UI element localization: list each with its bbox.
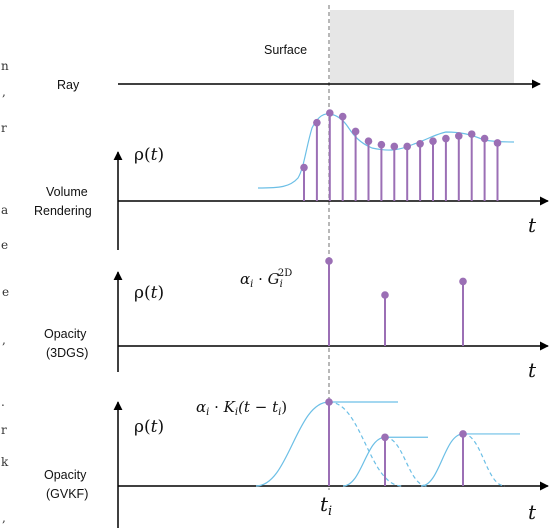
edge-glyph: a bbox=[1, 203, 8, 217]
volume-rendering-panel: ρ(t) Volume Rendering t bbox=[34, 109, 549, 250]
volume-label-line1: Volume bbox=[46, 185, 88, 199]
edge-glyph: , bbox=[2, 511, 6, 525]
volume-sample-dot bbox=[403, 142, 412, 151]
edge-glyph: e bbox=[1, 238, 8, 252]
volume-sample-dot bbox=[300, 163, 308, 172]
kernel-rise bbox=[342, 436, 386, 487]
3dgs-label-line2: (3DGS) bbox=[46, 346, 88, 360]
kernel-rise bbox=[420, 433, 464, 487]
surface-region bbox=[330, 10, 514, 83]
ti-tick-label: ti bbox=[320, 492, 332, 519]
3dgs-t-label: t bbox=[528, 358, 537, 382]
3dgs-stem-dot bbox=[325, 257, 333, 265]
opacity-3dgs-panel: ρ(t) Opacity (3DGS) t αi · Gi2D bbox=[44, 257, 549, 382]
3dgs-stem-dot bbox=[381, 291, 389, 299]
density-curve bbox=[257, 113, 515, 189]
3dgs-stem-annotation: αi · Gi2D bbox=[240, 268, 292, 290]
edge-glyph: r bbox=[1, 423, 7, 437]
kernel-fall-dashed bbox=[384, 436, 428, 487]
volume-sample-dot bbox=[493, 139, 502, 147]
volume-sample-stems bbox=[300, 109, 502, 201]
volume-sample-dot bbox=[313, 118, 321, 127]
3dgs-stem-dot bbox=[459, 277, 467, 286]
kernel-rise bbox=[255, 401, 330, 487]
left-edge-text: n , r a e e , . r k , bbox=[1, 59, 9, 525]
edge-glyph: , bbox=[2, 333, 6, 347]
volume-sample-dot bbox=[455, 132, 463, 140]
volume-sample-dot bbox=[364, 137, 373, 145]
kernel-fall-dashed bbox=[328, 401, 403, 487]
edge-glyph: . bbox=[1, 395, 5, 409]
gvkf-t-label: t bbox=[528, 500, 537, 524]
gvkf-rho-label: ρ(t) bbox=[134, 417, 164, 437]
volume-sample-dot bbox=[467, 130, 476, 138]
gvkf-label-line2: (GVKF) bbox=[46, 487, 88, 501]
gvkf-stem-dot bbox=[459, 430, 467, 438]
gvkf-stem-dot bbox=[325, 398, 333, 406]
kernel-fall-dashed bbox=[462, 433, 506, 487]
3dgs-label-line1: Opacity bbox=[44, 327, 87, 341]
surface-label: Surface bbox=[264, 43, 307, 57]
ray-label: Ray bbox=[57, 78, 80, 92]
edge-glyph: n bbox=[1, 59, 9, 73]
volume-label-line2: Rendering bbox=[34, 204, 92, 218]
volume-t-label: t bbox=[528, 213, 537, 237]
volume-sample-dot bbox=[326, 109, 334, 117]
volume-sample-dot bbox=[442, 134, 450, 143]
gvkf-stem-dot bbox=[381, 433, 389, 442]
volume-sample-dot bbox=[390, 142, 399, 151]
edge-glyph: r bbox=[1, 121, 7, 135]
volume-sample-dot bbox=[338, 112, 347, 121]
gvkf-kernel-curves bbox=[255, 401, 520, 487]
opacity-gvkf-panel: ρ(t) Opacity (GVKF) t ti αi · Ki(t − ti) bbox=[44, 398, 549, 528]
edge-glyph: e bbox=[2, 285, 9, 299]
3dgs-opacity-stems bbox=[325, 257, 467, 346]
volume-sample-dot bbox=[351, 127, 360, 136]
edge-glyph: k bbox=[1, 455, 9, 469]
edge-glyph: , bbox=[2, 85, 6, 99]
volume-sample-dot bbox=[377, 140, 386, 149]
gvkf-label-line1: Opacity bbox=[44, 468, 87, 482]
gvkf-kernel-annotation: αi · Ki(t − ti) bbox=[196, 398, 287, 418]
volume-sample-dot bbox=[480, 134, 489, 143]
volume-sample-dot bbox=[416, 140, 424, 148]
gvkf-opacity-stems bbox=[325, 398, 467, 486]
3dgs-rho-label: ρ(t) bbox=[134, 283, 164, 303]
volume-sample-dot bbox=[429, 137, 437, 145]
volume-rho-label: ρ(t) bbox=[134, 145, 164, 165]
